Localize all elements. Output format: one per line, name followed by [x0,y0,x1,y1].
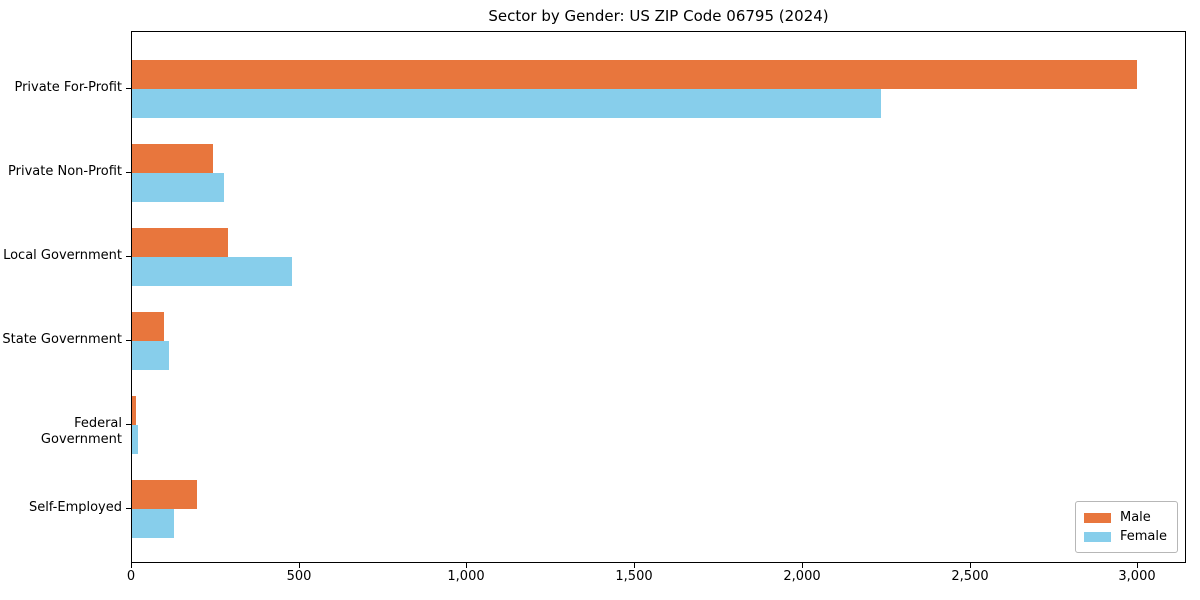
x-tick-mark [634,563,635,568]
y-tick-mark [126,256,131,257]
y-tick-label: Federal Government [40,416,122,447]
x-tick-mark [970,563,971,568]
y-tick-mark [126,340,131,341]
legend-swatch-female [1083,531,1111,542]
legend-row-female: Female [1083,527,1167,546]
bar-female-2 [132,173,224,202]
bar-female-1 [132,89,881,118]
x-tick-label: 3,000 [1118,569,1156,584]
bar-male-2 [132,144,213,173]
x-tick-mark [131,563,132,568]
y-tick-label: Local Government [3,248,122,263]
y-tick-label: Self-Employed [28,500,122,515]
bar-female-5 [132,425,138,454]
y-tick-mark [126,88,131,89]
legend-swatch-male [1083,512,1111,523]
x-tick-mark [299,563,300,568]
x-tick-mark [466,563,467,568]
y-tick-label: Private For-Profit [14,80,122,95]
legend-label-female: Female [1119,529,1167,544]
chart-title: Sector by Gender: US ZIP Code 06795 (202… [488,7,829,25]
legend-row-male: Male [1083,508,1167,527]
bar-female-4 [132,341,169,370]
x-tick-label: 2,500 [951,569,989,584]
bar-male-5 [132,396,136,425]
bar-male-1 [132,60,1137,89]
y-tick-label: State Government [2,332,122,347]
plot-area: Male Female [131,31,1186,563]
x-tick-label: 2,000 [783,569,821,584]
y-tick-mark [126,508,131,509]
bar-male-3 [132,228,228,257]
x-tick-label: 0 [126,569,136,584]
x-tick-mark [802,563,803,568]
y-tick-mark [126,172,131,173]
bar-female-6 [132,509,174,538]
bar-female-3 [132,257,292,286]
legend: Male Female [1074,501,1178,553]
y-tick-mark [126,424,131,425]
x-tick-label: 1,000 [447,569,485,584]
x-tick-mark [1137,563,1138,568]
bar-male-6 [132,480,197,509]
x-tick-label: 1,500 [615,569,653,584]
legend-label-male: Male [1119,510,1151,525]
x-tick-label: 500 [286,569,312,584]
bar-male-4 [132,312,164,341]
y-tick-label: Private Non-Profit [8,164,122,179]
